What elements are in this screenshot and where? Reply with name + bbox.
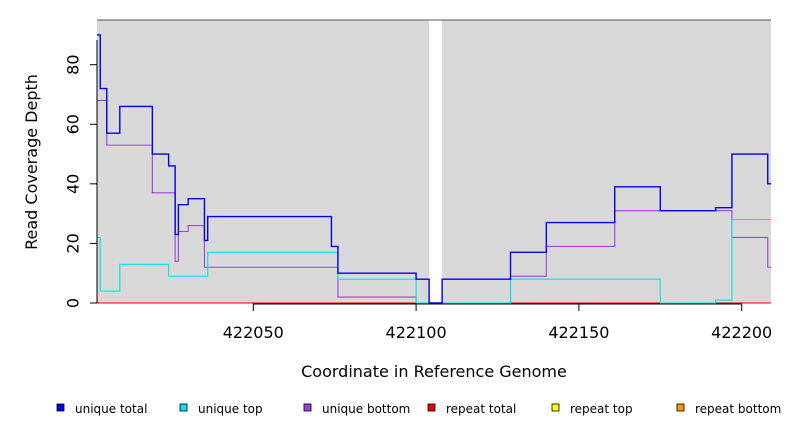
y-tick-label: 80 — [64, 55, 83, 75]
legend-label-repeat-bottom: repeat bottom — [695, 402, 781, 416]
legend-swatch-unique-total — [56, 403, 65, 412]
axes: 0 20 40 60 80 422050 422100 422150 422200 — [64, 40, 772, 342]
y-tick-label: 20 — [64, 233, 83, 253]
shaded-regions — [97, 19, 771, 303]
x-tick-label: 422050 — [223, 323, 284, 342]
legend-label-unique-total: unique total — [75, 402, 147, 416]
series-line-unique-total — [97, 34, 771, 304]
x-axis-title: Coordinate in Reference Genome — [301, 362, 567, 381]
y-axis-title: Read Coverage Depth — [22, 74, 41, 250]
y-tick-label: 60 — [64, 114, 83, 134]
legend-swatch-unique-top — [179, 403, 188, 412]
legend: unique total unique top unique bottom repea… — [56, 402, 781, 416]
x-tick-label: 422100 — [386, 323, 447, 342]
shaded-region-2 — [442, 20, 771, 303]
legend-label-repeat-top: repeat top — [570, 402, 633, 416]
legend-label-unique-bottom: unique bottom — [322, 402, 410, 416]
legend-swatch-repeat-top — [551, 403, 560, 412]
series-lines — [97, 34, 771, 304]
legend-label-repeat-total: repeat total — [446, 402, 516, 416]
y-tick-label: 0 — [64, 298, 83, 308]
legend-swatch-repeat-bottom — [676, 403, 685, 412]
y-tick-label: 40 — [64, 174, 83, 194]
shaded-region-1 — [97, 20, 430, 303]
x-tick-label: 422200 — [711, 323, 772, 342]
x-tick-label: 422150 — [548, 323, 609, 342]
legend-label-unique-top: unique top — [198, 402, 263, 416]
legend-swatch-repeat-total — [427, 403, 436, 412]
legend-swatch-unique-bottom — [303, 403, 312, 412]
series-line-unique-bottom — [97, 99, 771, 304]
